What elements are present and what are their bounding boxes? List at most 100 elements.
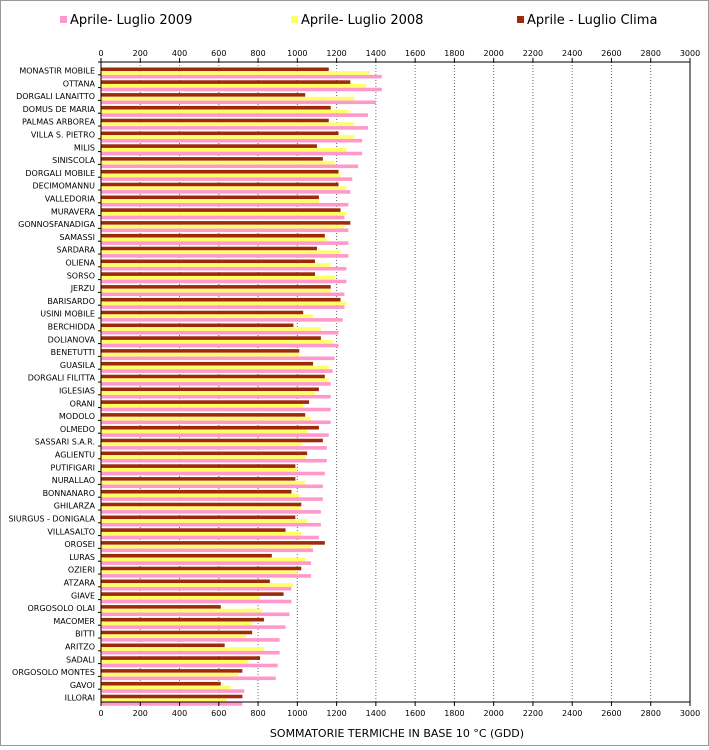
x-tick-label-top: 800 — [250, 49, 265, 58]
x-tick-label-bottom: 1600 — [405, 709, 425, 718]
category-label: ORGOSOLO OLAI — [27, 604, 95, 613]
category-label: PALMAS ARBOREA — [22, 118, 96, 127]
bar — [101, 522, 321, 527]
bar — [101, 583, 294, 587]
bar — [101, 272, 316, 276]
category-label: OTTANA — [63, 79, 96, 88]
x-tick-label-bottom: 2200 — [523, 709, 543, 718]
x-tick-label-top: 2600 — [601, 49, 621, 58]
bar — [101, 361, 314, 366]
bar — [101, 599, 292, 604]
bar — [101, 404, 304, 408]
category-label: SORSO — [67, 271, 95, 280]
bar — [101, 605, 221, 609]
category-label: DECIMOMANNU — [32, 182, 95, 191]
bar — [101, 221, 351, 225]
bar — [101, 676, 276, 681]
bar — [101, 544, 312, 549]
x-tick-label-bottom: 800 — [250, 709, 265, 718]
bar — [101, 413, 306, 417]
legend-swatch — [291, 16, 298, 23]
bar — [101, 80, 351, 84]
x-axis-label: SOMMATORIE TERMICHE IN BASE 10 °C (GDD) — [270, 727, 524, 740]
x-tick-label-top: 1800 — [444, 49, 464, 58]
category-label: GUASILA — [60, 361, 96, 370]
category-label: DOMUS DE MARIA — [23, 105, 96, 114]
bar — [101, 314, 314, 318]
bar — [101, 74, 382, 79]
bar — [101, 455, 306, 459]
bar — [101, 579, 270, 584]
bar — [101, 259, 316, 264]
category-label: GHILARZA — [54, 502, 96, 511]
legend: Aprile- Luglio 2009 Aprile- Luglio 2008 Ap… — [60, 13, 657, 28]
category-label: BERCHIDDA — [48, 323, 96, 332]
category-label: OLIENA — [65, 259, 95, 268]
bar — [101, 330, 339, 335]
bar — [101, 420, 331, 425]
bar — [101, 164, 359, 169]
bar — [101, 515, 296, 520]
bar — [101, 301, 347, 306]
bar — [101, 592, 284, 596]
category-label: VILLA S. PIETRO — [31, 131, 95, 140]
bar — [101, 382, 331, 386]
bar — [101, 612, 290, 617]
x-tick-label-top: 1400 — [366, 49, 386, 58]
bar — [101, 553, 272, 558]
bar — [101, 608, 262, 613]
bar — [101, 625, 286, 629]
bar — [101, 617, 264, 622]
bar — [101, 407, 331, 412]
bar — [101, 468, 298, 472]
bar — [101, 416, 312, 421]
bar — [101, 263, 331, 267]
bar — [101, 177, 353, 181]
bar — [101, 566, 302, 571]
category-label: ORANI — [70, 399, 95, 408]
legend-label: Aprile- Luglio 2009 — [70, 13, 192, 28]
legend-label: Aprile - Luglio Clima — [527, 13, 657, 28]
bar — [101, 105, 331, 110]
x-tick-label-bottom: 600 — [211, 709, 226, 718]
bar — [101, 630, 253, 635]
category-label: ARITZO — [65, 643, 95, 652]
bar — [101, 241, 349, 245]
bar — [101, 138, 363, 143]
x-tick-label-top: 200 — [133, 49, 148, 58]
bar — [101, 464, 296, 468]
bar — [101, 118, 329, 123]
x-tick-label-top: 1200 — [326, 49, 346, 58]
bar — [101, 182, 339, 187]
bar — [101, 71, 370, 75]
bar — [101, 349, 300, 353]
legend-swatch — [517, 16, 524, 23]
category-label: LURAS — [69, 553, 95, 562]
bar — [101, 67, 329, 72]
bar — [101, 215, 345, 220]
category-label: DORGALI MOBILE — [25, 169, 95, 178]
x-tick-label-bottom: 1000 — [287, 709, 307, 718]
x-tick-label-top: 2800 — [641, 49, 661, 58]
category-label: DORGALI LANAITTO — [16, 92, 95, 101]
x-tick-label-top: 0 — [98, 49, 103, 58]
bar — [101, 557, 306, 562]
bar — [101, 656, 261, 660]
x-tick-label-top: 2000 — [483, 49, 503, 58]
bar — [101, 135, 355, 139]
bar — [101, 663, 278, 668]
category-label: VALLEDORIA — [45, 195, 96, 204]
bar — [101, 310, 304, 315]
bar — [101, 87, 382, 92]
bar — [101, 352, 300, 357]
category-label: OLMEDO — [60, 425, 95, 434]
bar — [101, 336, 321, 340]
category-label: JERZU — [70, 284, 95, 293]
bar — [101, 541, 325, 545]
x-tick-label-bottom: 2600 — [601, 709, 621, 718]
bar — [101, 327, 321, 331]
bar — [101, 292, 345, 297]
bar — [101, 288, 331, 293]
